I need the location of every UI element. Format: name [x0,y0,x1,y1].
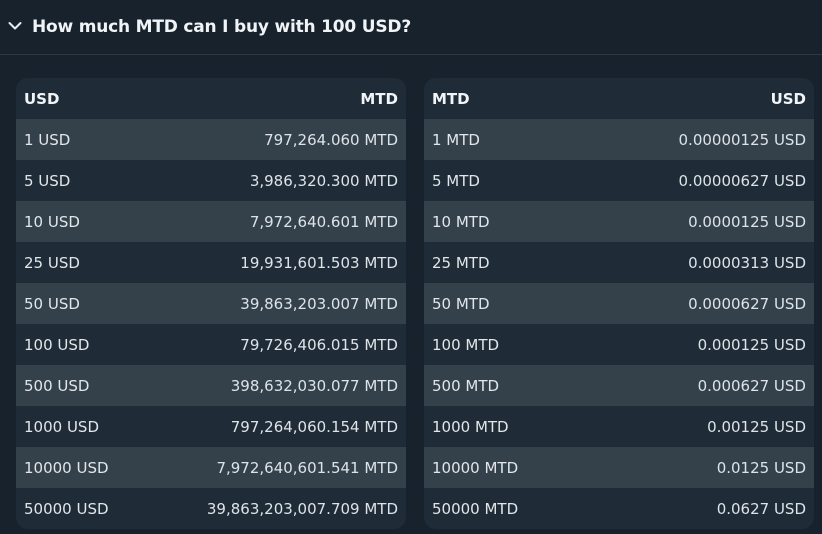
table-row: 10000 MTD 0.0125 USD [424,447,814,488]
row-amount: 10000 MTD [432,458,519,477]
table-row: 1000 MTD 0.00125 USD [424,406,814,447]
table-row: 5 MTD 0.00000627 USD [424,160,814,201]
column-header-mtd: MTD [432,89,470,108]
row-converted-value: 398,632,030.077 MTD [230,376,398,395]
column-header-mtd: MTD [360,89,398,108]
row-amount: 25 MTD [432,253,490,272]
table-row: 50000 USD 39,863,203,007.709 MTD [16,488,406,529]
table-row: 1000 USD 797,264,060.154 MTD [16,406,406,447]
table-row: 50 MTD 0.0000627 USD [424,283,814,324]
table-row: 10 USD 7,972,640.601 MTD [16,201,406,242]
row-amount: 1 MTD [432,130,480,149]
row-converted-value: 0.0000125 USD [688,212,806,231]
table-row: 50000 MTD 0.0627 USD [424,488,814,529]
table-row: 50 USD 39,863,203.007 MTD [16,283,406,324]
row-converted-value: 39,863,203,007.709 MTD [206,499,398,518]
row-amount: 500 MTD [432,376,500,395]
row-converted-value: 0.00000627 USD [678,171,806,190]
row-converted-value: 39,863,203.007 MTD [240,294,398,313]
row-amount: 10 MTD [432,212,490,231]
row-converted-value: 0.0000627 USD [688,294,806,313]
table-row: 500 USD 398,632,030.077 MTD [16,365,406,406]
row-converted-value: 7,972,640.601 MTD [249,212,398,231]
table-body: 1 MTD 0.00000125 USD 5 MTD 0.00000627 USD 10… [424,119,814,529]
conversion-tables: USD MTD 1 USD 797,264.060 MTD 5 USD 3,986,3… [16,78,814,529]
table-row: 25 MTD 0.0000313 USD [424,242,814,283]
row-amount: 1000 MTD [432,417,509,436]
row-amount: 50000 MTD [432,499,519,518]
table-row: 10 MTD 0.0000125 USD [424,201,814,242]
column-header-usd: USD [770,89,806,108]
chevron-down-icon[interactable] [8,19,22,33]
table-row: 100 USD 79,726,406.015 MTD [16,324,406,365]
table-header: MTD USD [424,78,814,119]
row-amount: 50000 USD [24,499,109,518]
row-converted-value: 7,972,640,601.541 MTD [216,458,398,477]
row-amount: 100 MTD [432,335,500,354]
row-converted-value: 0.0000313 USD [688,253,806,272]
table-row: 5 USD 3,986,320.300 MTD [16,160,406,201]
row-converted-value: 79,726,406.015 MTD [240,335,398,354]
row-converted-value: 0.0627 USD [716,499,806,518]
usd-to-mtd-table: USD MTD 1 USD 797,264.060 MTD 5 USD 3,986,3… [16,78,406,529]
row-converted-value: 0.0125 USD [716,458,806,477]
row-converted-value: 0.000125 USD [697,335,806,354]
row-amount: 100 USD [24,335,90,354]
row-converted-value: 0.000627 USD [697,376,806,395]
row-amount: 500 USD [24,376,90,395]
row-amount: 25 USD [24,253,80,272]
faq-accordion-header[interactable]: How much MTD can I buy with 100 USD? [0,0,822,55]
column-header-usd: USD [24,89,60,108]
row-converted-value: 797,264.060 MTD [264,130,398,149]
table-row: 1 USD 797,264.060 MTD [16,119,406,160]
row-amount: 10000 USD [24,458,109,477]
table-row: 500 MTD 0.000627 USD [424,365,814,406]
row-amount: 10 USD [24,212,80,231]
faq-question: How much MTD can I buy with 100 USD? [32,17,411,37]
row-converted-value: 797,264,060.154 MTD [230,417,398,436]
row-amount: 1000 USD [24,417,99,436]
row-amount: 50 USD [24,294,80,313]
row-amount: 1 USD [24,130,71,149]
mtd-to-usd-table: MTD USD 1 MTD 0.00000125 USD 5 MTD 0.000006… [424,78,814,529]
table-row: 25 USD 19,931,601.503 MTD [16,242,406,283]
table-row: 10000 USD 7,972,640,601.541 MTD [16,447,406,488]
row-amount: 50 MTD [432,294,490,313]
table-header: USD MTD [16,78,406,119]
table-row: 100 MTD 0.000125 USD [424,324,814,365]
row-converted-value: 19,931,601.503 MTD [240,253,398,272]
row-converted-value: 3,986,320.300 MTD [249,171,398,190]
row-converted-value: 0.00000125 USD [678,130,806,149]
table-row: 1 MTD 0.00000125 USD [424,119,814,160]
row-amount: 5 USD [24,171,71,190]
row-converted-value: 0.00125 USD [707,417,806,436]
table-body: 1 USD 797,264.060 MTD 5 USD 3,986,320.300 M… [16,119,406,529]
row-amount: 5 MTD [432,171,480,190]
